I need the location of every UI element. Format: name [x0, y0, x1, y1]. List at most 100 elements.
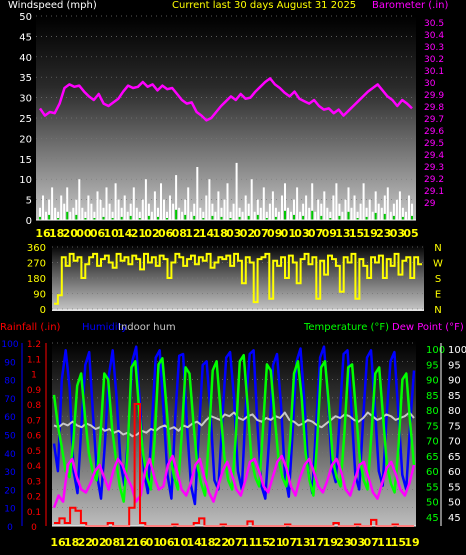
windspeed-tick-label: 35: [19, 73, 32, 84]
gust-bar: [111, 218, 114, 220]
windspeed-bar: [51, 187, 54, 220]
wind-date-label: 03: [390, 227, 405, 240]
windspeed-bar: [105, 187, 108, 220]
windspeed-bar: [262, 187, 265, 220]
windspeed-tick-label: 25: [19, 114, 32, 125]
gust-bar: [265, 218, 268, 220]
gust-bar: [383, 213, 386, 220]
windspeed-bar: [326, 207, 329, 220]
temperature-tick-label: 45: [426, 513, 439, 524]
wind-date-label: 06: [158, 227, 174, 240]
temperature-tick-label: 50: [426, 498, 439, 509]
rainfall-tick-label: 1.2: [27, 340, 41, 350]
windspeed-bar: [271, 191, 274, 220]
rainfall-tick-label: 0.3: [27, 477, 41, 487]
temp-date-label: 11: [241, 536, 256, 549]
gust-bar: [48, 214, 51, 220]
windspeed-bar: [395, 199, 398, 220]
windspeed-bar: [111, 211, 114, 220]
windspeed-bar: [408, 195, 410, 220]
temp-date-label: 12: [118, 536, 133, 549]
direction-tick-label: 90: [33, 290, 46, 301]
temp-date-label: 16: [132, 536, 148, 549]
temp-date-label: 19: [323, 536, 338, 549]
windspeed-bar: [277, 211, 280, 220]
humidity-tick-label: 10: [4, 505, 16, 515]
windspeed-bar: [163, 199, 165, 220]
gust-bar: [102, 216, 105, 220]
compass-label: N: [434, 243, 441, 254]
windspeed-bar: [208, 179, 211, 220]
windspeed-bar: [150, 211, 153, 220]
windspeed-bar: [259, 207, 262, 220]
temperature-line: [52, 353, 416, 503]
barometer-line: [38, 77, 413, 122]
wind-date-label: 00: [76, 227, 92, 240]
wind-date-label: 10: [103, 227, 119, 240]
windspeed-bar: [84, 211, 87, 220]
rainfall-tick-label: 0.6: [27, 432, 42, 442]
temperature-header: Temperature (°F): [303, 322, 389, 333]
wind-date-label: 20: [63, 227, 79, 240]
gust-bar: [66, 211, 69, 220]
gust-bar: [229, 218, 232, 220]
dew-point-tick-label: 85: [448, 391, 461, 402]
windspeed-bar: [265, 211, 268, 220]
direction-degree-axis: 0 90 180 270 360: [27, 243, 46, 316]
dew-point-tick-label: 90: [448, 376, 461, 387]
rainfall-tick-label: 1.1: [27, 355, 41, 365]
gust-bar: [392, 215, 395, 220]
windspeed-bar: [398, 191, 401, 220]
temp-date-label: 01: [146, 536, 161, 549]
gust-bar: [39, 216, 41, 220]
windspeed-axis: 0 5 10 15 20 25 30 35 40 45 50: [19, 12, 32, 227]
rainfall-tick-label: 0.1: [27, 508, 41, 518]
windspeed-bar: [93, 211, 96, 220]
windspeed-bar: [268, 203, 271, 220]
rainfall-line: [54, 403, 414, 527]
gust-bar: [374, 212, 377, 220]
temp-date-label: 21: [268, 536, 283, 549]
windspeed-bar: [287, 207, 289, 220]
humidity-tick-label: 100: [1, 340, 18, 350]
windspeed-bar: [335, 183, 338, 220]
humidity-tick-label: 80: [4, 377, 16, 387]
barometer-tick-label: 30.3: [424, 43, 444, 53]
gust-bar: [138, 218, 141, 220]
wind-date-label: 18: [213, 227, 228, 240]
wind-date-label: 02: [240, 227, 255, 240]
dew-point-tick-label: 80: [448, 406, 461, 417]
gust-bar: [411, 215, 413, 220]
barometer-series: [38, 77, 413, 122]
windspeed-series: [39, 162, 413, 220]
windspeed-bar: [166, 211, 168, 220]
temp-date-label: 22: [78, 536, 93, 549]
windspeed-bar: [187, 187, 190, 220]
dew-point-tick-label: 95: [448, 360, 461, 371]
windspeed-bar: [332, 195, 335, 220]
windspeed-bar: [247, 203, 250, 220]
windspeed-bar: [181, 211, 184, 220]
windspeed-bar: [69, 211, 72, 220]
wind-date-label: 06: [90, 227, 106, 240]
windspeed-bar: [99, 199, 102, 220]
windspeed-bar: [356, 211, 359, 220]
windspeed-bar: [135, 207, 138, 220]
windspeed-bar: [296, 187, 299, 220]
humidity-series: [52, 345, 416, 506]
windspeed-bar: [160, 183, 162, 220]
gust-bar: [166, 218, 168, 220]
direction-series: [52, 252, 424, 311]
gust-bar: [84, 218, 87, 220]
wind-date-label: 21: [131, 227, 146, 240]
windspeed-bar: [72, 207, 75, 220]
barometer-tick-label: 29.9: [424, 91, 444, 101]
dew-point-tick-label: 65: [448, 452, 461, 463]
direction-tick-label: 0: [40, 305, 46, 316]
windspeed-bar: [392, 203, 395, 220]
barometer-tick-label: 30: [424, 79, 436, 89]
temp-date-label: 14: [186, 536, 202, 549]
barometer-tick-label: 30.5: [424, 19, 444, 29]
wind-date-label: 08: [172, 227, 187, 240]
humidity-tick-label: 40: [4, 450, 16, 460]
